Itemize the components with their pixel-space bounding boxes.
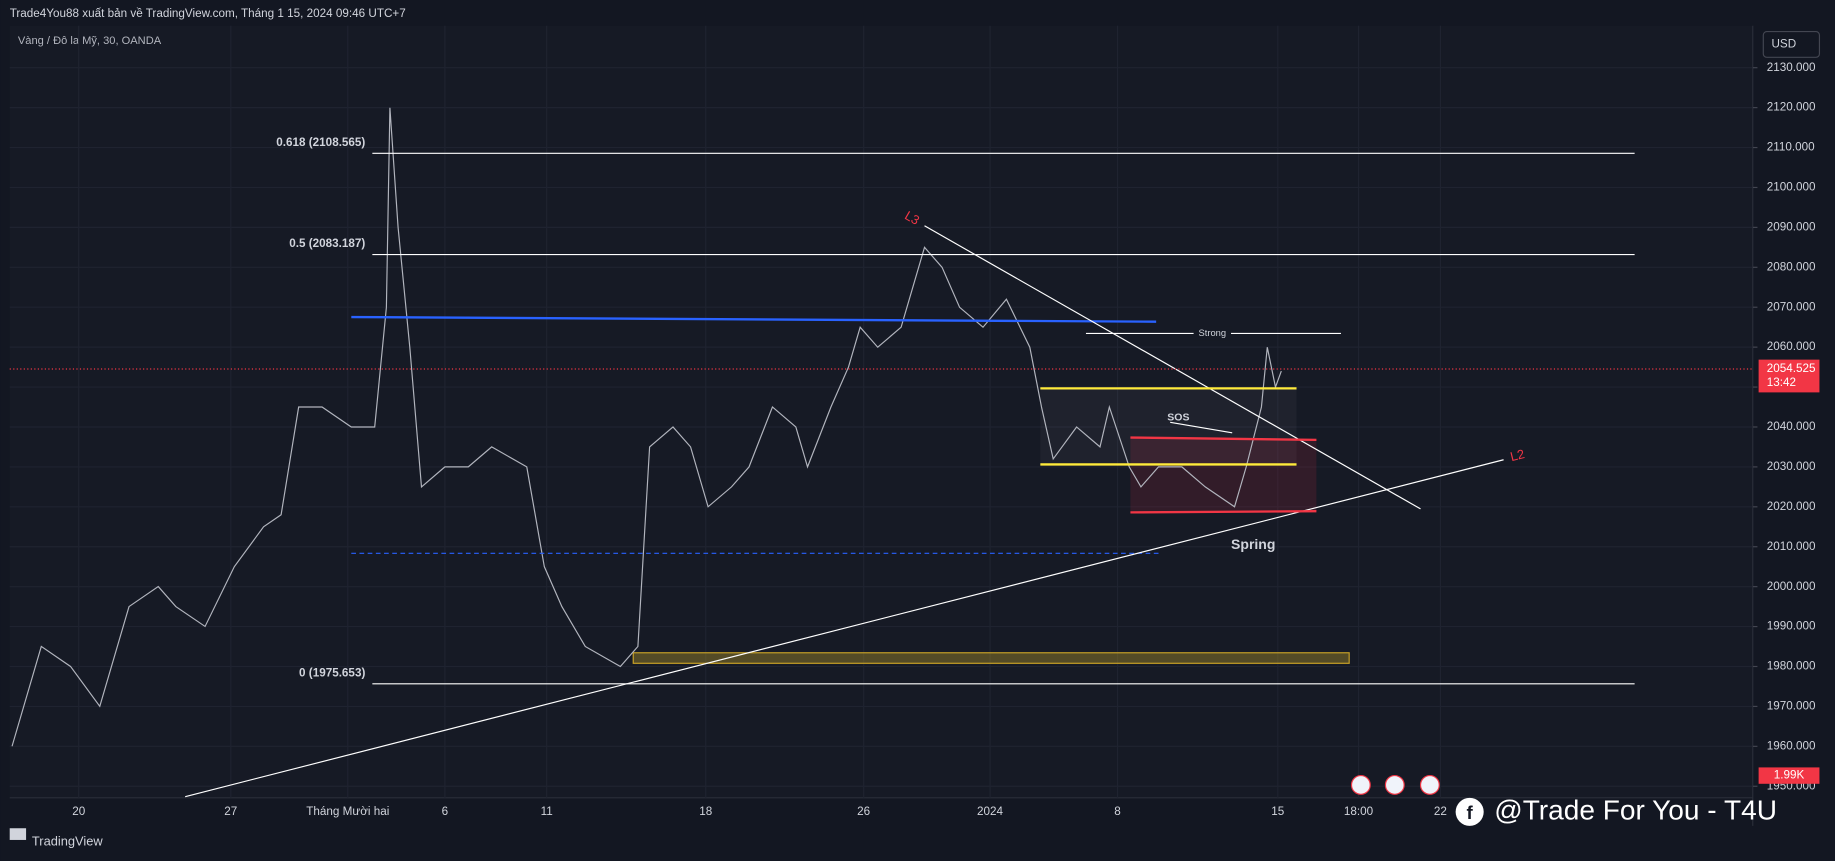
sos-pointer xyxy=(1170,421,1233,434)
strong-label: Strong xyxy=(1199,328,1227,338)
watermark: @Trade For You - T4U xyxy=(1494,794,1777,825)
price-axis: 2130.000 2120.000 2110.000 2100.000 2090.000… xyxy=(1752,61,1816,792)
x-tick-label: 22 xyxy=(1434,805,1447,818)
y-tick-label: 2030.000 xyxy=(1767,460,1816,473)
fb-f: f xyxy=(1467,802,1474,823)
y-tick-label: 1960.000 xyxy=(1767,739,1816,752)
brand: TradingView xyxy=(32,834,103,849)
x-tick-label: 18 xyxy=(699,805,712,818)
y-tick-label: 2040.000 xyxy=(1767,420,1816,433)
red-line xyxy=(1130,510,1317,514)
y-tick-label: 2130.000 xyxy=(1767,61,1816,74)
fb-icon xyxy=(1455,797,1484,826)
y-tick-label: 2100.000 xyxy=(1767,181,1816,194)
price-path xyxy=(11,107,1282,747)
spring-label: Spring xyxy=(1231,536,1275,552)
x-tick-label: 11 xyxy=(541,805,553,818)
x-tick-label: 18:00 xyxy=(1344,805,1374,818)
demand-zone xyxy=(632,652,1350,664)
chart-pane xyxy=(9,25,1753,798)
event-icon[interactable] xyxy=(1384,775,1405,795)
x-tick-label: 20 xyxy=(72,805,86,818)
x-tick-label: 2024 xyxy=(977,805,1004,818)
l3-label: L3 xyxy=(902,208,922,228)
range-box xyxy=(1040,388,1297,465)
volume-label: 1.99K xyxy=(1774,769,1805,782)
y-tick-label: 1970.000 xyxy=(1767,700,1816,713)
y-tick-label: 2020.000 xyxy=(1767,500,1816,513)
trendline-l3 xyxy=(924,225,1421,510)
price-label: 2054.525 xyxy=(1767,362,1816,375)
y-tick-label: 2080.000 xyxy=(1767,260,1816,273)
x-tick-label: 8 xyxy=(1114,805,1121,818)
y-tick-label: 1990.000 xyxy=(1767,620,1816,633)
resistance-line xyxy=(351,315,1157,323)
publisher: Trade4You88 xuất bản về TradingView.com,… xyxy=(10,7,406,20)
x-tick-label: 26 xyxy=(857,805,870,818)
x-tick-label: 27 xyxy=(224,805,237,818)
volume-box xyxy=(1758,767,1820,784)
currency[interactable]: USD xyxy=(1771,38,1796,51)
y-tick-label: 2110.000 xyxy=(1767,141,1815,154)
y-tick-label: 2090.000 xyxy=(1767,220,1816,233)
l2-label: L2 xyxy=(1509,446,1527,464)
fib-label: 0.5 (2083.187) xyxy=(289,237,365,250)
red-line xyxy=(1130,436,1317,442)
tv-logo xyxy=(9,828,27,840)
event-icon[interactable] xyxy=(1419,775,1440,795)
y-tick-label: 2070.000 xyxy=(1767,300,1816,313)
y-tick-label: 2000.000 xyxy=(1767,580,1816,593)
grid xyxy=(9,25,1753,798)
fib-levels: 0.618 (2108.565) 0.5 (2083.187) 0 (1975.65… xyxy=(276,136,1635,685)
time-axis: 20 27 Tháng Mười hai 6 11 18 26 2024 8 15 18:00 22 xyxy=(72,805,1447,818)
x-tick-label: 15 xyxy=(1271,805,1285,818)
y-tick-label: 1980.000 xyxy=(1767,660,1816,673)
fib-label: 0.618 (2108.565) xyxy=(276,136,365,149)
x-tick-label: Tháng Mười hai xyxy=(306,805,389,818)
event-icon[interactable] xyxy=(1350,775,1371,795)
y-tick-label: 2010.000 xyxy=(1767,540,1816,553)
x-tick-label: 6 xyxy=(442,805,449,818)
event-icons xyxy=(1350,775,1440,795)
y-tick-label: 2060.000 xyxy=(1767,340,1816,353)
y-tick-label: 2120.000 xyxy=(1767,101,1816,114)
fib-label: 0 (1975.653) xyxy=(299,666,365,679)
price-box xyxy=(1758,359,1820,393)
symbol: Vàng / Đô la Mỹ, 30, OANDA xyxy=(18,35,162,47)
countdown: 13:42 xyxy=(1767,376,1796,389)
sos-label: SOS xyxy=(1167,411,1189,423)
currency-box[interactable] xyxy=(1762,31,1821,58)
trendline-l2 xyxy=(185,459,1504,798)
label-bg xyxy=(1193,326,1232,341)
